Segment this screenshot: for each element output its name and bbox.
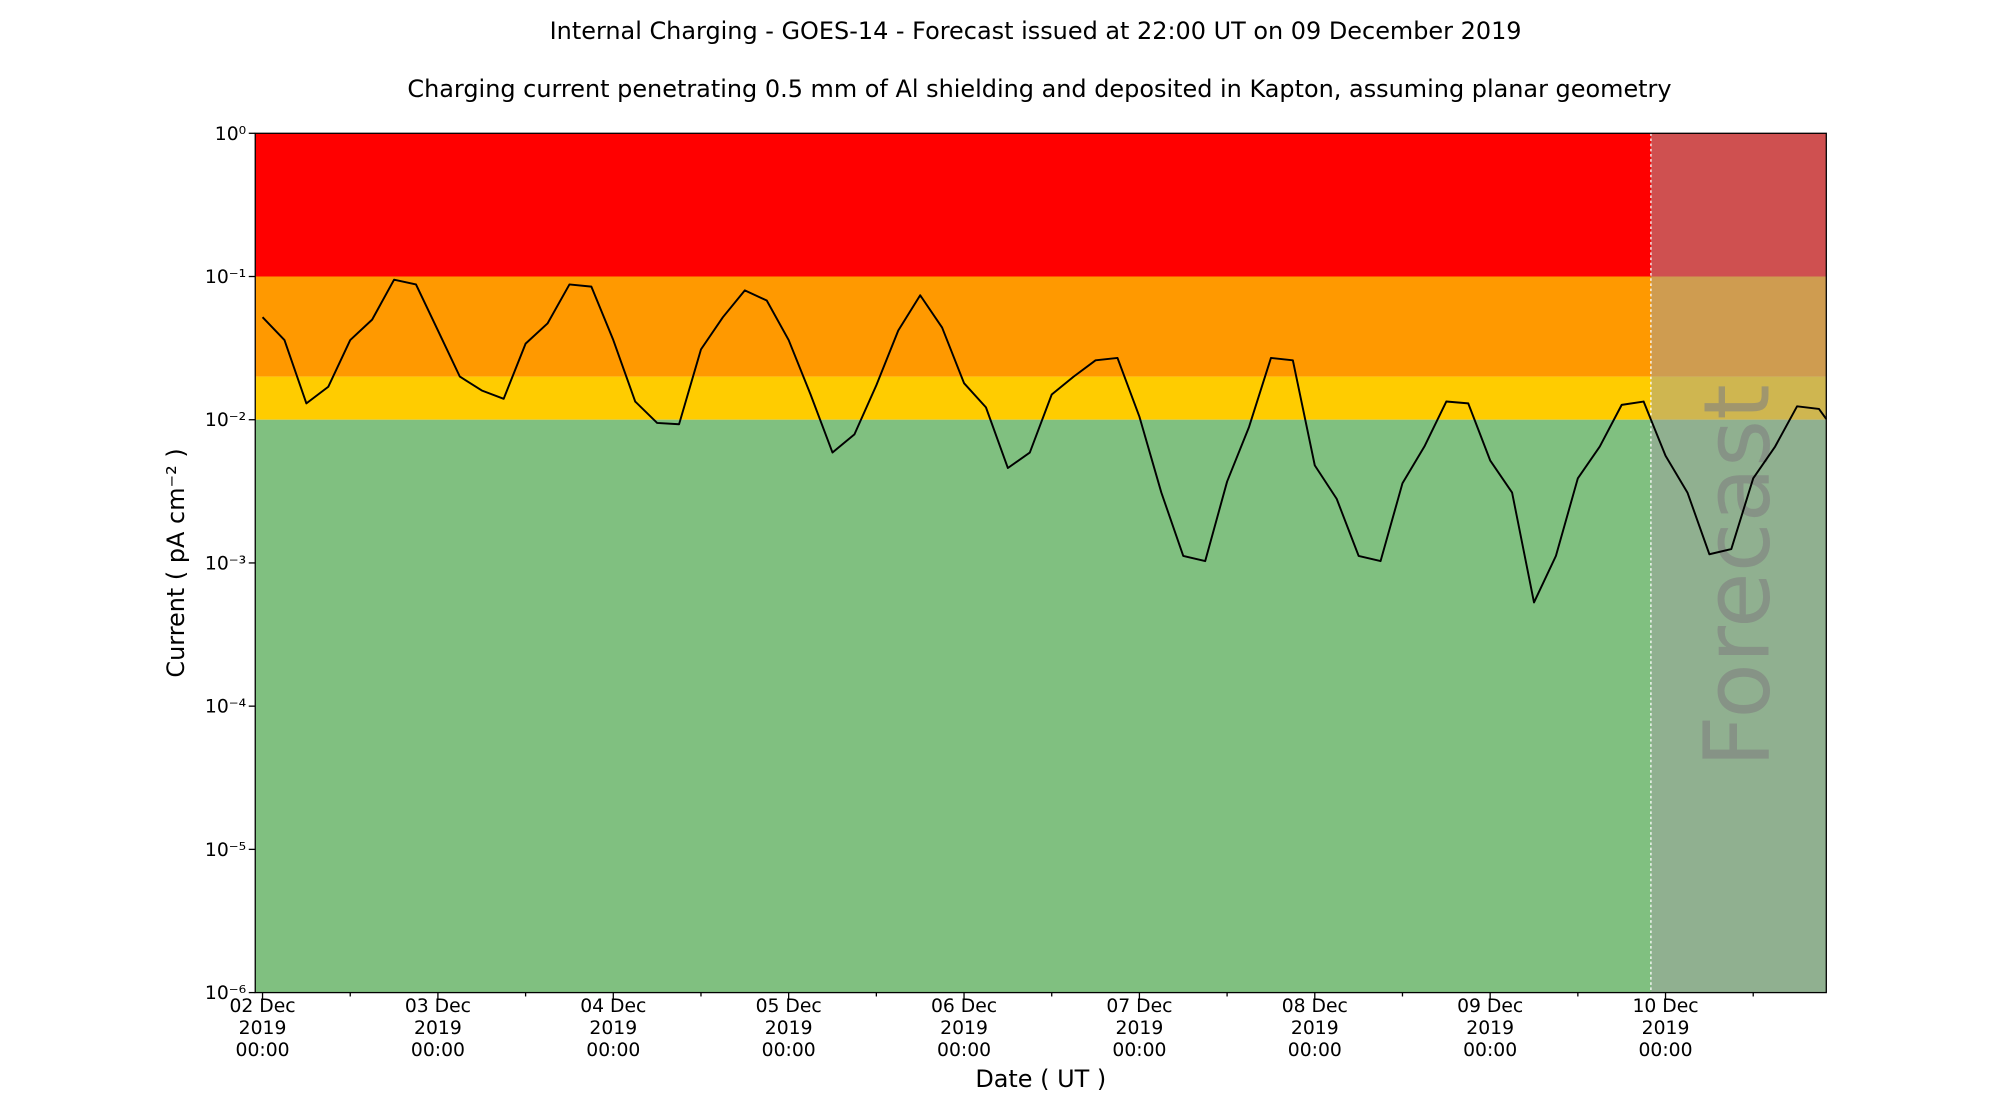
x-tick-label: 04 Dec 2019 00:00 <box>580 996 646 1061</box>
x-axis-label: Date ( UT ) <box>975 1065 1106 1093</box>
chart-subtitle: Charging current penetrating 0.5 mm of A… <box>407 75 1671 103</box>
data-line <box>261 278 1828 604</box>
x-tick-label: 05 Dec 2019 00:00 <box>756 996 822 1061</box>
x-tick-label: 03 Dec 2019 00:00 <box>405 996 471 1061</box>
y-tick-label: 10⁻⁴ <box>205 697 246 718</box>
y-tick-label: 10⁰ <box>215 124 246 145</box>
x-tick-label: 08 Dec 2019 00:00 <box>1282 996 1348 1061</box>
y-tick-label: 10⁻⁶ <box>205 983 246 1004</box>
x-tick-label: 07 Dec 2019 00:00 <box>1106 996 1172 1061</box>
risk-band <box>255 133 1827 277</box>
x-tick-label: 10 Dec 2019 00:00 <box>1632 996 1698 1061</box>
y-tick-label: 10⁻⁵ <box>205 840 246 861</box>
y-tick-label: 10⁻² <box>205 410 246 431</box>
chart-title: Internal Charging - GOES-14 - Forecast i… <box>550 17 1522 45</box>
y-tick-label: 10⁻³ <box>205 553 246 574</box>
x-tick-label: 02 Dec 2019 00:00 <box>229 996 295 1061</box>
x-tick-label: 06 Dec 2019 00:00 <box>931 996 997 1061</box>
risk-band <box>255 419 1827 993</box>
y-tick-label: 10⁻¹ <box>205 267 246 288</box>
y-axis-label: Current ( pA cm⁻² ) <box>162 448 190 677</box>
forecast-label: Forecast <box>1686 384 1791 767</box>
risk-band <box>255 276 1827 377</box>
forecast-region <box>1650 133 1827 993</box>
risk-band <box>255 376 1827 420</box>
x-tick-label: 09 Dec 2019 00:00 <box>1457 996 1523 1061</box>
